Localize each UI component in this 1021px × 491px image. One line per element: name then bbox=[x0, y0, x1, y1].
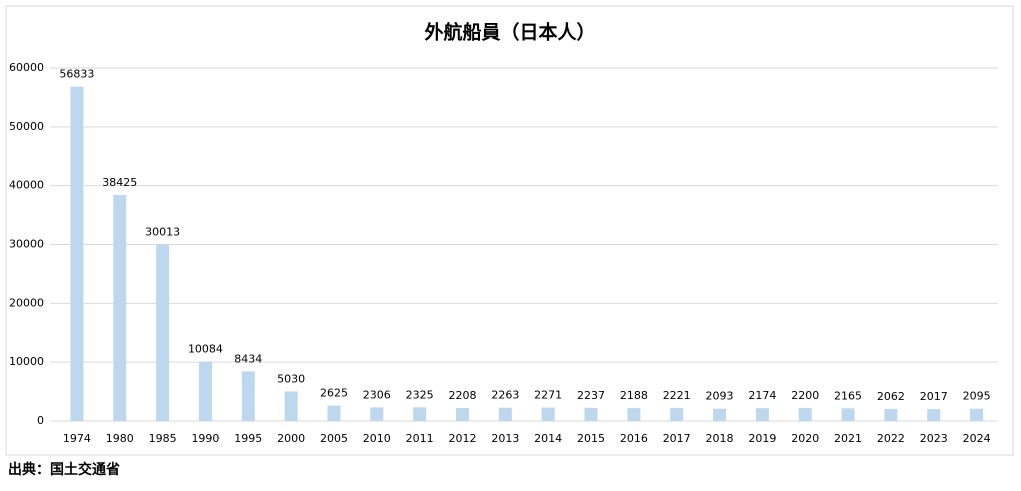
data-label: 2062 bbox=[877, 390, 905, 403]
data-label: 5030 bbox=[277, 372, 305, 385]
bar bbox=[241, 371, 255, 421]
bar bbox=[370, 407, 384, 421]
x-tick-label: 2021 bbox=[834, 432, 862, 445]
data-label: 38425 bbox=[102, 176, 137, 189]
bar bbox=[198, 361, 212, 421]
x-tick-label: 2019 bbox=[748, 432, 776, 445]
x-tick-label: 1985 bbox=[149, 432, 177, 445]
bar bbox=[713, 408, 727, 421]
bar bbox=[113, 194, 127, 421]
bar bbox=[798, 408, 812, 421]
chart-title: 外航船員（日本人） bbox=[424, 21, 595, 44]
x-tick-label: 2016 bbox=[620, 432, 648, 445]
y-tick-label: 0 bbox=[37, 414, 44, 427]
bar bbox=[627, 408, 641, 421]
data-label: 2093 bbox=[706, 390, 734, 403]
x-tick-label: 1974 bbox=[63, 432, 91, 445]
x-tick-label: 2000 bbox=[277, 432, 305, 445]
x-tick-label: 1980 bbox=[106, 432, 134, 445]
x-tick-label: 2022 bbox=[877, 432, 905, 445]
bar bbox=[156, 244, 170, 421]
data-label: 2200 bbox=[791, 389, 819, 402]
x-tick-label: 2015 bbox=[577, 432, 605, 445]
bar bbox=[541, 407, 555, 421]
data-label: 2221 bbox=[663, 389, 691, 402]
data-label: 2325 bbox=[406, 388, 434, 401]
y-tick-label: 20000 bbox=[9, 296, 44, 309]
x-tick-label: 2005 bbox=[320, 432, 348, 445]
data-label: 2237 bbox=[577, 389, 605, 402]
bar bbox=[841, 408, 855, 421]
data-label: 2625 bbox=[320, 387, 348, 400]
x-tick-label: 2017 bbox=[663, 432, 691, 445]
x-tick-label: 2018 bbox=[706, 432, 734, 445]
x-tick-label: 1995 bbox=[234, 432, 262, 445]
data-label: 2188 bbox=[620, 389, 648, 402]
bar bbox=[455, 408, 469, 421]
x-tick-label: 2012 bbox=[448, 432, 476, 445]
x-tick-label: 2020 bbox=[791, 432, 819, 445]
data-label: 2174 bbox=[748, 389, 776, 402]
data-label: 2263 bbox=[491, 389, 519, 402]
x-tick-label: 2013 bbox=[491, 432, 519, 445]
bar bbox=[884, 408, 898, 421]
bar bbox=[970, 408, 984, 421]
y-tick-label: 30000 bbox=[9, 238, 44, 251]
x-tick-label: 2011 bbox=[406, 432, 434, 445]
x-tick-label: 1990 bbox=[191, 432, 219, 445]
bar bbox=[327, 405, 341, 421]
x-tick-label: 2023 bbox=[920, 432, 948, 445]
bar bbox=[755, 408, 769, 421]
data-label: 56833 bbox=[59, 68, 94, 81]
bar bbox=[498, 407, 512, 421]
bar bbox=[70, 86, 84, 422]
data-label: 2017 bbox=[920, 390, 948, 403]
y-tick-label: 50000 bbox=[9, 120, 44, 133]
data-label: 2306 bbox=[363, 388, 391, 401]
data-label: 2165 bbox=[834, 389, 862, 402]
data-label: 2208 bbox=[448, 389, 476, 402]
data-label: 2271 bbox=[534, 389, 562, 402]
bar bbox=[413, 407, 427, 421]
source: 出典：国土交通省 bbox=[8, 461, 120, 478]
x-tick-label: 2014 bbox=[534, 432, 562, 445]
y-tick-label: 40000 bbox=[9, 179, 44, 192]
data-label: 30013 bbox=[145, 225, 180, 238]
bar bbox=[670, 407, 684, 421]
data-label: 2095 bbox=[963, 390, 991, 403]
y-tick-label: 60000 bbox=[9, 61, 44, 74]
x-tick-label: 2010 bbox=[363, 432, 391, 445]
bar bbox=[584, 407, 598, 421]
x-tick-label: 2024 bbox=[963, 432, 991, 445]
y-tick-label: 10000 bbox=[9, 355, 44, 368]
bar bbox=[284, 391, 298, 421]
chart-border bbox=[5, 5, 1014, 456]
data-label: 10084 bbox=[188, 343, 223, 356]
bar bbox=[927, 409, 941, 421]
data-label: 8434 bbox=[234, 352, 262, 365]
